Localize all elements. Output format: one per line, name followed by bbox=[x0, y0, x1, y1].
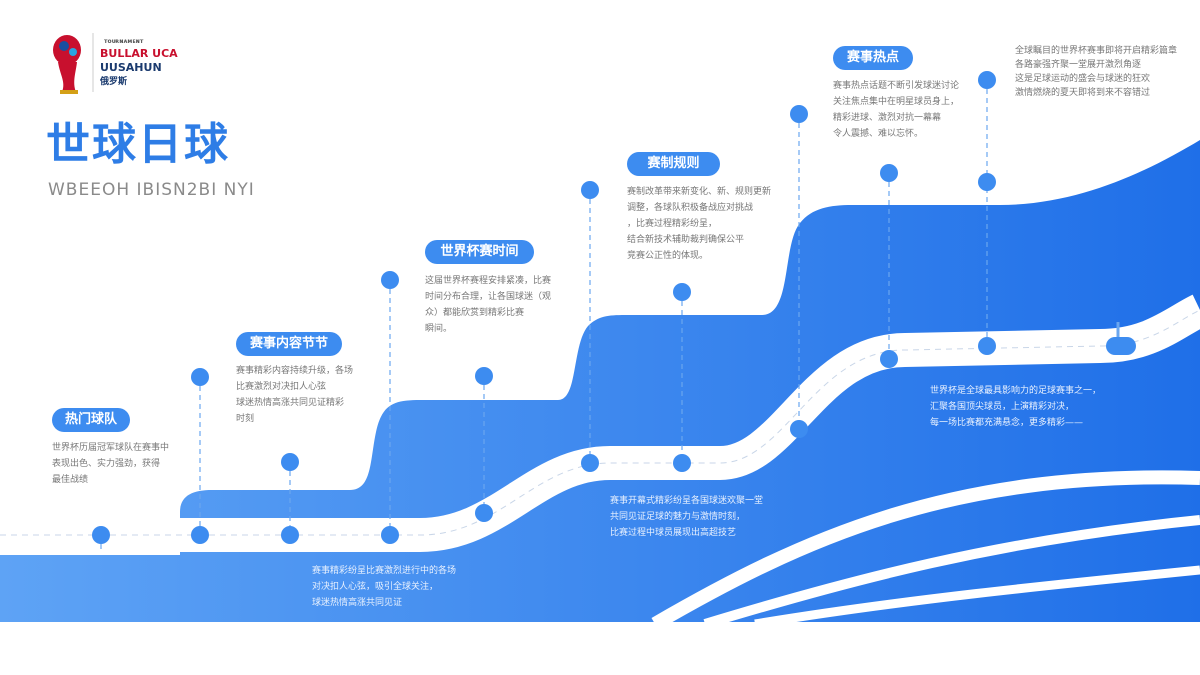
milestone-label-4: 赛制规则 bbox=[627, 152, 720, 176]
milestone-label-2: 赛事内容节节 bbox=[236, 332, 342, 356]
milestone-label-5: 赛事热点 bbox=[833, 46, 913, 70]
world-cup-trophy-logo bbox=[53, 33, 94, 94]
logo-line-1: BULLAR UCA bbox=[100, 47, 178, 60]
connector-lines bbox=[100, 80, 1120, 553]
note-bottom: 赛事精彩纷呈比赛激烈进行中的各场 对决扣人心弦，吸引全球关注， 球迷热情高涨共同见证 bbox=[312, 566, 457, 608]
page-title: 世球日球 bbox=[46, 119, 230, 170]
logo-line-3: 俄罗斯 bbox=[100, 77, 128, 87]
milestone-text-5: 赛事热点话题不断引发球迷讨论 关注焦点集中在明星球员身上， 精彩进球、激烈对抗一幕幕… bbox=[833, 81, 960, 139]
road-center-line bbox=[0, 309, 1200, 536]
logo-line-2: UUSAHUN bbox=[100, 61, 162, 74]
milestone-text-4: 赛制改革带来新变化、新、规则更新 调整，各球队积极备战应对挑战 ，比赛过程精彩纷呈，… bbox=[627, 187, 772, 261]
note-mid: 赛事开幕式精彩纷呈各国球迷欢聚一堂 共同见证足球的魅力与激情时刻， 比赛过程中球员展… bbox=[610, 496, 764, 538]
page-subtitle: WBEEOH IBISN2BI NYI bbox=[48, 180, 255, 200]
note-top-right: 全球瞩目的世界杯赛事即将开启精彩篇章 各路豪强齐聚一堂展开激烈角逐 这是足球运动的盛… bbox=[1015, 46, 1178, 98]
milestone-label-1: 热门球队 bbox=[52, 408, 130, 432]
staircase-band bbox=[0, 140, 1200, 622]
milestone-nodes bbox=[92, 71, 1136, 544]
logo-small-text: ᴛᴏᴜʀɴᴀᴍᴇɴᴛ bbox=[104, 38, 144, 45]
milestone-text-2: 赛事精彩内容持续升级，各场 比赛激烈对决扣人心弦 球迷热情高涨共同见证精彩 时刻 bbox=[236, 366, 354, 424]
milestone-text-1: 世界杯历届冠军球队在赛事中 表现出色、实力强劲，获得 最佳战绩 bbox=[52, 443, 170, 485]
milestone-text-3: 这届世界杯赛程安排紧凑，比赛 时间分布合理，让各国球迷（观 众）都能欣赏到精彩比赛瞬… bbox=[425, 276, 552, 334]
note-mid-right: 世界杯是全球最具影响力的足球赛事之一， 汇聚各国顶尖球员，上演精彩对决， 每一场比赛… bbox=[930, 386, 1102, 428]
decorative-curves bbox=[651, 470, 1200, 631]
milestone-label-3: 世界杯赛时间 bbox=[425, 240, 534, 264]
